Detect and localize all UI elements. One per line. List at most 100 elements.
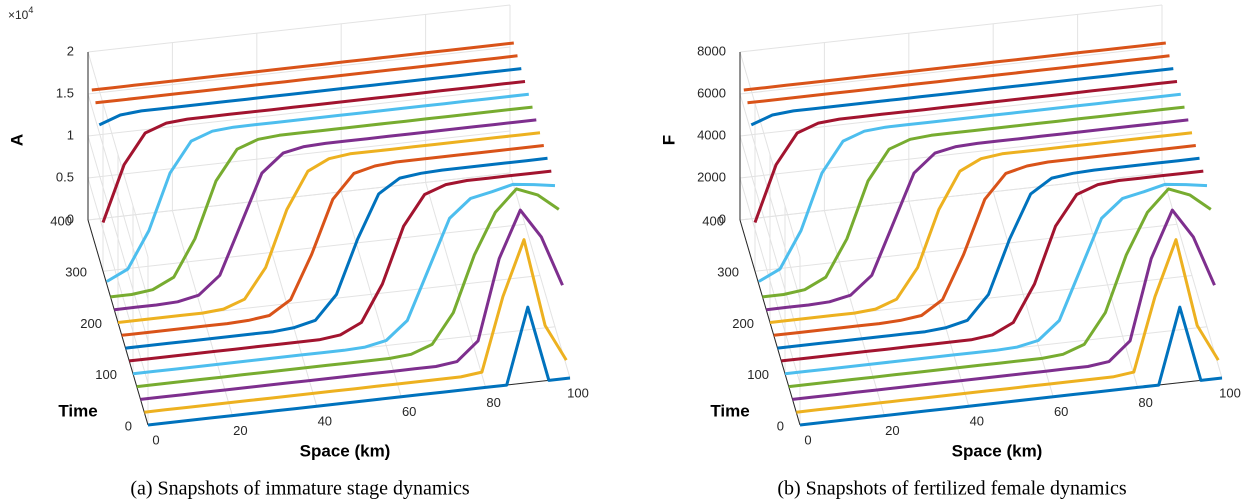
curve [147, 305, 571, 427]
snapshot [784, 182, 1208, 376]
curve [747, 54, 1170, 105]
x-tick-label: 20 [885, 423, 899, 438]
curve [777, 156, 1200, 350]
z-tick-label: 4000 [697, 127, 726, 142]
y-tick-label: 100 [747, 367, 769, 382]
curve [758, 92, 1181, 283]
curve [125, 156, 548, 350]
caption: (b) Snapshots of fertilized female dynam… [777, 478, 1127, 500]
snapshot [110, 105, 533, 299]
curve [117, 131, 541, 324]
grid-line [739, 172, 1163, 221]
snapshot [114, 118, 537, 312]
snapshot [129, 169, 552, 363]
x-tick-label: 60 [402, 404, 416, 419]
x-axis-label: Space (km) [300, 441, 391, 460]
x-tick-label: 40 [318, 414, 332, 429]
grid-line [739, 4, 1163, 53]
z-axis-label: A [7, 134, 26, 146]
snapshot [117, 131, 541, 324]
multiplier-exponent: 4 [28, 5, 33, 15]
snapshot [753, 80, 1178, 224]
snapshot [125, 156, 548, 350]
y-tick-label: 200 [732, 316, 754, 331]
z-tick-label: 6000 [697, 85, 726, 100]
snapshot [147, 305, 571, 427]
curve [132, 182, 556, 376]
snapshot [144, 238, 568, 414]
curve [110, 105, 533, 299]
snapshot [121, 144, 544, 337]
x-tick-label: 40 [970, 414, 984, 429]
curve [766, 118, 1189, 312]
multiplier-base: ×10 [8, 8, 29, 22]
z-tick-label: 0 [67, 211, 74, 226]
z-tick-label: 0 [719, 211, 726, 226]
snapshot [743, 41, 1166, 92]
y-tick-label: 300 [717, 265, 739, 280]
y-tick-label: 400 [702, 213, 724, 228]
snapshot [758, 92, 1181, 283]
snapshot [750, 67, 1174, 127]
snapshot [136, 187, 560, 389]
curve [792, 208, 1216, 401]
x-axis-label: Space (km) [952, 441, 1043, 460]
curve [799, 305, 1223, 427]
snapshot [140, 208, 564, 401]
y-tick-label: 100 [95, 367, 117, 382]
snapshot [98, 67, 522, 127]
x-tick-label: 100 [567, 385, 589, 400]
curve [781, 169, 1204, 363]
curve [129, 169, 552, 363]
grid-line [739, 130, 1163, 179]
grid-line [87, 172, 511, 221]
snapshot [91, 41, 514, 92]
grid-line [739, 51, 801, 258]
curve [773, 144, 1196, 337]
grid-line [87, 93, 149, 300]
z-tick-label: 2000 [697, 169, 726, 184]
z-tick-label: 2 [67, 43, 74, 58]
snapshot [788, 187, 1212, 389]
snapshot [95, 54, 518, 105]
grid-line [87, 177, 149, 384]
x-tick-label: 60 [1054, 404, 1068, 419]
z-axis-label: F [659, 135, 678, 145]
snapshot [132, 182, 556, 376]
curve [762, 105, 1185, 299]
snapshot [101, 80, 526, 224]
x-tick-label: 0 [152, 432, 159, 447]
snapshot [769, 131, 1193, 324]
grid-line [87, 51, 149, 258]
x-tick-label: 80 [1138, 395, 1152, 410]
z-tick-label: 0.5 [56, 169, 74, 184]
caption: (a) Snapshots of immature stage dynamics [130, 478, 470, 500]
snapshot [747, 54, 1170, 105]
grid-line [739, 177, 801, 384]
curve [753, 80, 1178, 224]
curve [796, 238, 1220, 414]
y-axis-label: Time [710, 401, 749, 420]
snapshot [792, 208, 1216, 401]
grid-line [87, 130, 511, 179]
curve [106, 92, 529, 283]
x-tick-label: 0 [804, 432, 811, 447]
x-tick-label: 100 [1219, 385, 1241, 400]
y-tick-label: 400 [50, 213, 72, 228]
snapshot [781, 169, 1204, 363]
x-tick-label: 20 [233, 423, 247, 438]
y-tick-label: 0 [777, 418, 784, 433]
curve [91, 41, 514, 92]
y-axis-label: Time [58, 401, 97, 420]
snapshot [799, 305, 1223, 427]
curve [743, 41, 1166, 92]
snapshot [106, 92, 529, 283]
z-tick-label: 1 [67, 127, 74, 142]
z-tick-label: 1.5 [56, 85, 74, 100]
grid-line [739, 93, 801, 300]
grid-line [87, 4, 511, 53]
curve [788, 187, 1212, 389]
snapshot [777, 156, 1200, 350]
snapshot [796, 238, 1220, 414]
